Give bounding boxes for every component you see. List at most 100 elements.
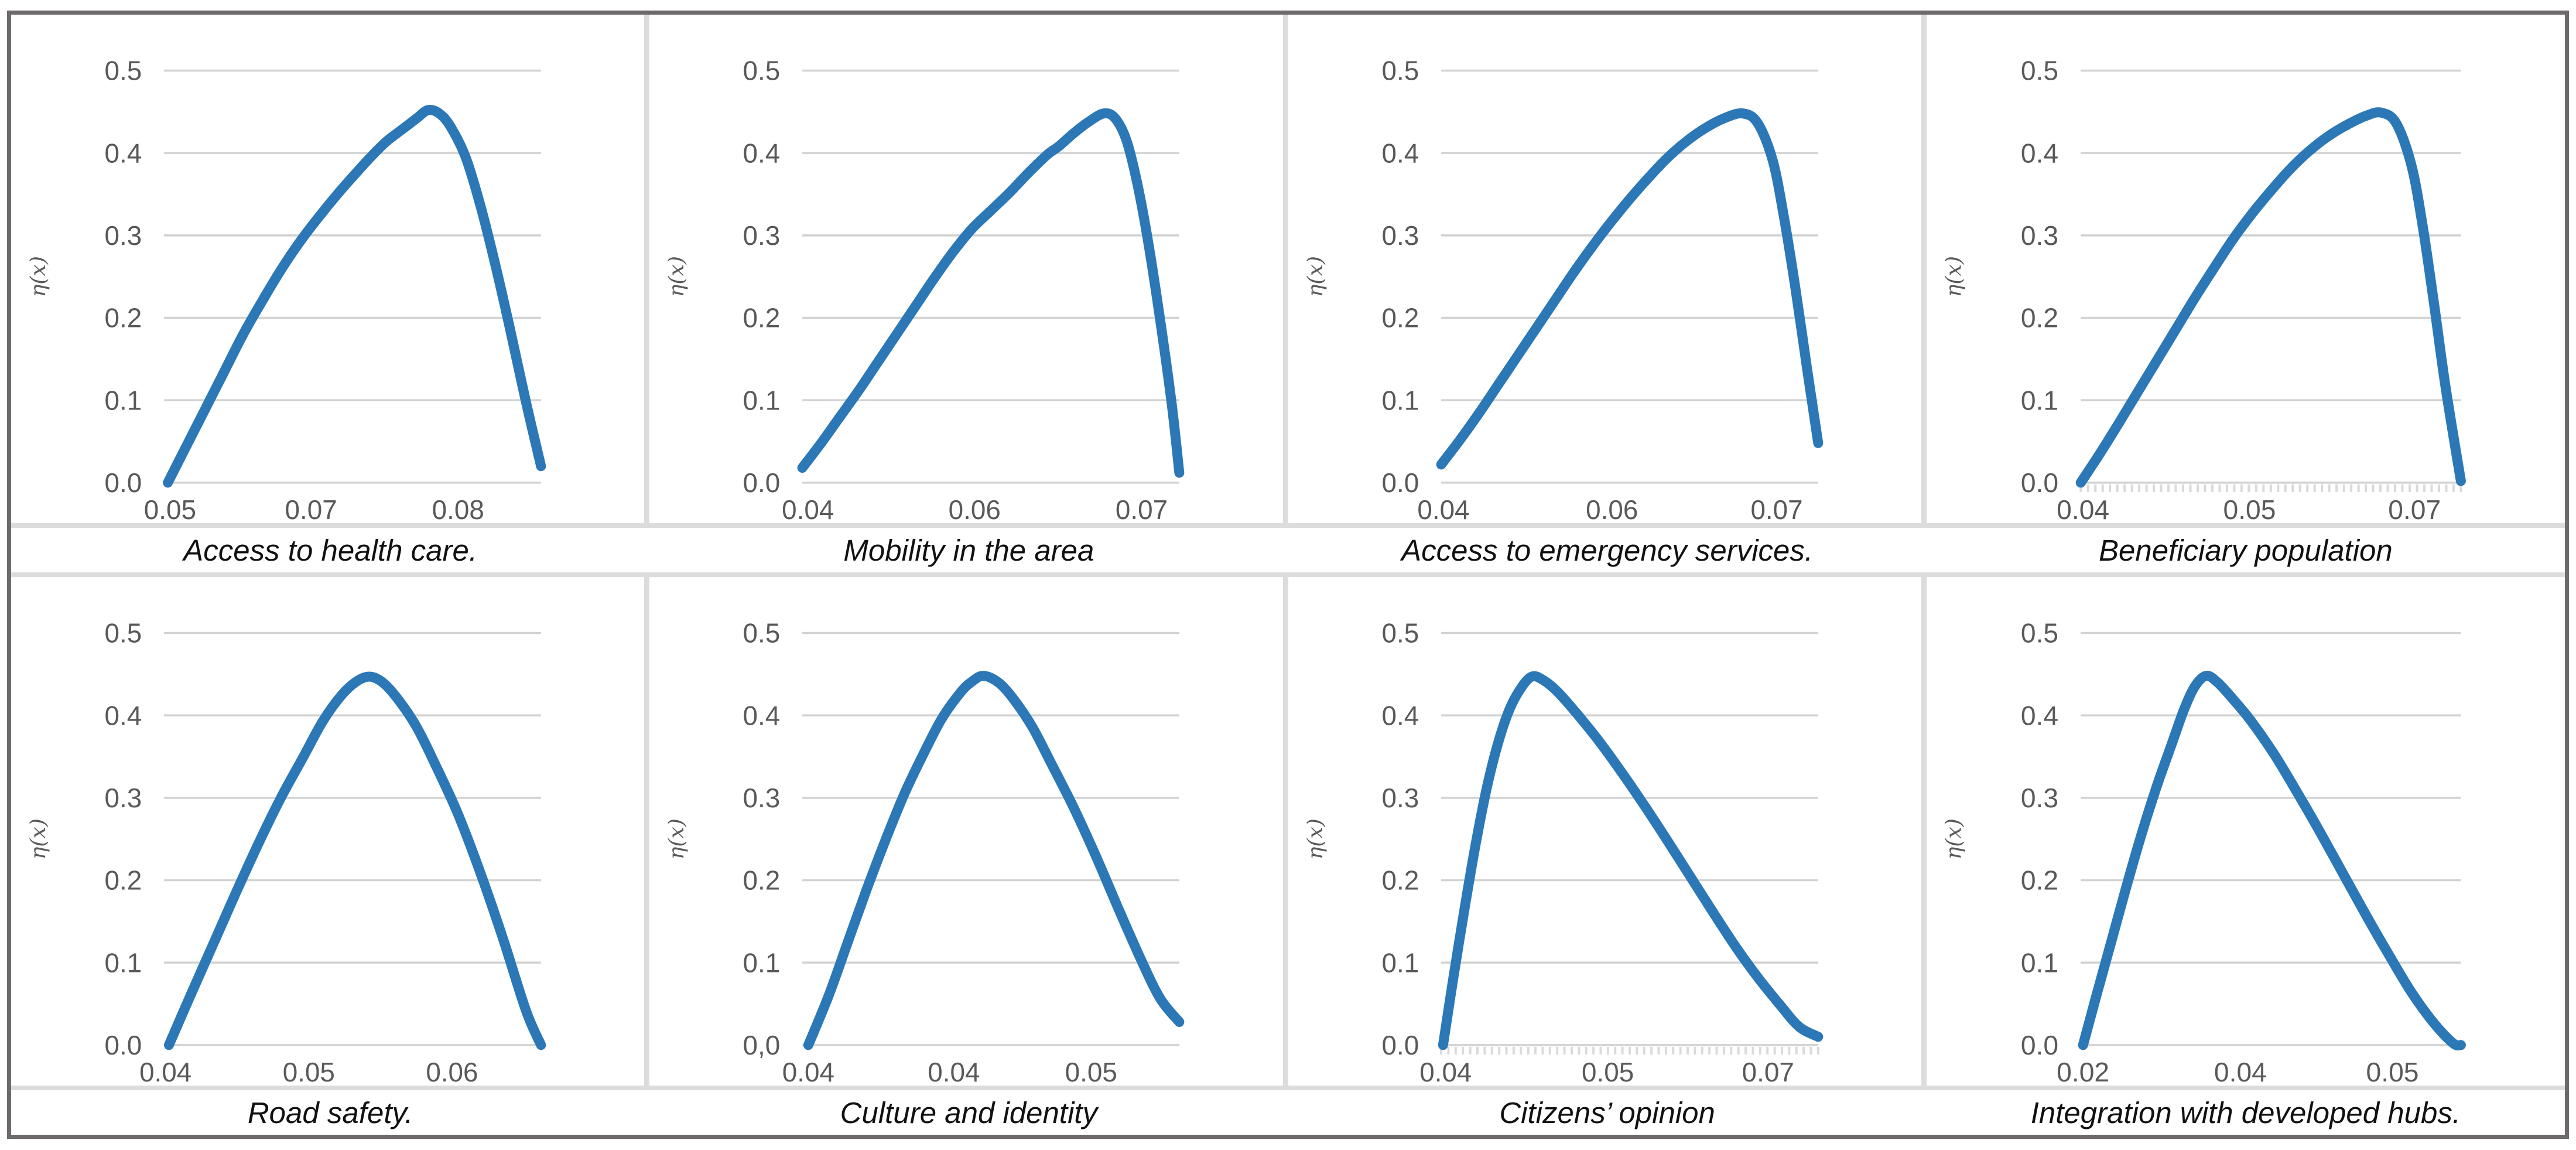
y-tick-label: 0.2 [1381, 865, 1419, 895]
x-tick-label: 0.06 [426, 1057, 478, 1087]
x-tick-label: 0.07 [285, 494, 337, 525]
y-tick-label: 0.2 [105, 302, 142, 333]
x-tick-label: 0.04 [1417, 494, 1469, 525]
y-tick-label: 0.5 [105, 55, 142, 86]
x-axis-minor-ticks [1439, 1046, 1819, 1055]
chart-title: Road safety. [247, 1096, 413, 1129]
y-axis-title: η(x) [1941, 256, 1966, 297]
x-axis-tick-labels: 0.04 0.06 0.07 [1417, 494, 1802, 525]
chart-cell-road-safety: 0.0 0.1 0.2 0.3 0.4 0.5 η(x) 0.04 0.05 0.06 [11, 577, 650, 1088]
y-axis-title: η(x) [1941, 818, 1966, 859]
x-axis-tick-labels: 0.04 0.05 0.07 [2057, 494, 2441, 525]
y-tick-label: 0.5 [1381, 55, 1419, 86]
y-tick-label: 0.0 [743, 467, 781, 498]
x-tick-label: 0.05 [1582, 1057, 1634, 1087]
x-axis-tick-labels: 0.05 0.07 0.08 [144, 494, 484, 525]
x-tick-label: 0.04 [2214, 1057, 2267, 1087]
y-axis-tick-labels: 0,0 0.1 0.2 0.3 0.4 0.5 [743, 617, 781, 1060]
x-axis-tick-labels: 0.04 0.05 0.06 [139, 1057, 478, 1087]
y-tick-label: 0.3 [1381, 220, 1419, 251]
y-axis-title: η(x) [1303, 256, 1327, 297]
x-tick-label: 0.04 [928, 1057, 980, 1087]
x-tick-label: 0.05 [2366, 1057, 2418, 1087]
chart-cell-beneficiary-population: 0.0 0.1 0.2 0.3 0.4 0.5 η(x) 0.04 0.05 0.07 [1927, 15, 2565, 525]
line-chart-canvas: 0.0 0.1 0.2 0.3 0.4 0.5 η(x) 0.04 0.06 0.07 [1303, 55, 1823, 525]
y-tick-label: 0.4 [1381, 138, 1419, 168]
line-chart-canvas: 0.0 0.1 0.2 0.3 0.4 0.5 η(x) 0.04 0.06 0.07 [665, 55, 1185, 525]
y-tick-label: 0.1 [1381, 385, 1419, 415]
series-line [163, 105, 546, 488]
line-chart-canvas: 0.0 0.1 0.2 0.3 0.4 0.5 η(x) 0.04 0.05 0.06 [26, 617, 546, 1087]
y-tick-label: 0.5 [743, 617, 781, 648]
x-tick-label: 0.08 [432, 494, 484, 525]
y-tick-label: 0.4 [743, 700, 781, 731]
chart-title: Culture and identity [840, 1096, 1098, 1129]
series-line [1438, 671, 1823, 1050]
figure-board: 0.0 0.1 0.2 0.3 0.4 0.5 η(x) 0.05 0.07 0.08 0.0 0.… [7, 11, 2569, 1139]
y-tick-label: 0.5 [1381, 617, 1419, 648]
y-tick-label: 0.4 [105, 700, 142, 731]
y-axis-title: η(x) [26, 818, 50, 859]
y-tick-label: 0.2 [1381, 302, 1419, 333]
y-tick-label: 0.4 [2021, 700, 2058, 731]
y-tick-label: 0,0 [743, 1030, 781, 1060]
x-tick-label: 0.05 [2223, 494, 2276, 525]
y-axis-tick-labels: 0.0 0.1 0.2 0.3 0.4 0.5 [743, 55, 781, 498]
y-tick-label: 0.1 [2021, 385, 2058, 415]
x-tick-label: 0.06 [949, 494, 1001, 525]
y-axis-title: η(x) [665, 818, 689, 859]
charts-row-1: 0.0 0.1 0.2 0.3 0.4 0.5 η(x) 0.05 0.07 0.08 0.0 0.… [11, 15, 2565, 526]
y-axis-tick-labels: 0.0 0.1 0.2 0.3 0.4 0.5 [1381, 55, 1419, 498]
y-tick-label: 0.1 [1381, 947, 1419, 978]
chart-cell-mobility-in-the-area: 0.0 0.1 0.2 0.3 0.4 0.5 η(x) 0.04 0.06 0.07 [649, 15, 1288, 526]
chart-title: Integration with developed hubs. [2030, 1096, 2461, 1129]
chart-cell-culture-and-identity: 0,0 0.1 0.2 0.3 0.4 0.5 η(x) 0.04 0.04 0.05 [649, 577, 1288, 1088]
line-chart-canvas: 0.0 0.1 0.2 0.3 0.4 0.5 η(x) 0.04 0.05 0.07 [1941, 56, 2466, 525]
y-tick-label: 0.2 [2021, 865, 2058, 896]
titles-row-2: Road safety. Culture and identity Citize… [11, 1086, 2565, 1135]
y-tick-label: 0.3 [105, 220, 142, 251]
titles-row-1: Access to health care. Mobility in the a… [11, 523, 2565, 577]
y-tick-label: 0.0 [105, 467, 142, 498]
y-tick-label: 0.0 [2021, 467, 2058, 498]
x-axis-tick-labels: 0.02 0.04 0.05 [2057, 1057, 2418, 1087]
gridlines [1441, 69, 1818, 484]
figure-row-1: 0.0 0.1 0.2 0.3 0.4 0.5 η(x) 0.05 0.07 0.08 0.0 0.… [11, 15, 2565, 577]
y-tick-label: 0.2 [105, 865, 142, 895]
series-line [803, 671, 1185, 1050]
chart-cell-access-to-health-care: 0.0 0.1 0.2 0.3 0.4 0.5 η(x) 0.05 0.07 0.08 [11, 15, 650, 526]
y-tick-label: 0.1 [743, 947, 781, 978]
y-tick-label: 0.5 [2021, 56, 2058, 86]
chart-title: Access to emergency services. [1401, 533, 1814, 567]
x-tick-label: 0.04 [2057, 494, 2109, 525]
line-chart-canvas: 0.0 0.1 0.2 0.3 0.4 0.5 η(x) 0.02 0.04 0.05 [1941, 618, 2466, 1087]
y-tick-label: 0.5 [2021, 618, 2058, 649]
gridlines [2081, 632, 2461, 1046]
x-tick-label: 0.04 [1419, 1057, 1472, 1087]
series-line [2078, 670, 2466, 1051]
series-line [163, 671, 546, 1050]
x-tick-label: 0.05 [283, 1057, 335, 1087]
x-tick-label: 0.04 [782, 1057, 834, 1087]
y-tick-label: 0.3 [105, 783, 142, 813]
gridlines [164, 69, 541, 484]
chart-title: Mobility in the area [843, 533, 1094, 567]
y-tick-label: 0.2 [743, 302, 781, 333]
x-axis-minor-ticks [2079, 484, 2462, 492]
x-tick-label: 0.04 [782, 494, 834, 525]
x-tick-label: 0.04 [139, 1057, 191, 1087]
x-tick-label: 0.05 [144, 494, 196, 525]
y-tick-label: 0.0 [1381, 1030, 1419, 1060]
chart-cell-integration-with-developed-hubs: 0.0 0.1 0.2 0.3 0.4 0.5 η(x) 0.02 0.04 0.05 [1927, 577, 2565, 1088]
y-tick-label: 0.4 [1381, 700, 1419, 731]
series-line [1436, 108, 1823, 470]
series-line [2075, 107, 2466, 488]
y-tick-label: 0.0 [2021, 1030, 2058, 1060]
y-tick-label: 0.5 [105, 617, 142, 648]
y-tick-label: 0.4 [2021, 138, 2058, 168]
y-tick-label: 0.2 [2021, 303, 2058, 333]
y-axis-tick-labels: 0.0 0.1 0.2 0.3 0.4 0.5 [1381, 617, 1419, 1060]
x-tick-label: 0.07 [2388, 494, 2441, 525]
x-tick-label: 0.07 [1742, 1057, 1794, 1087]
